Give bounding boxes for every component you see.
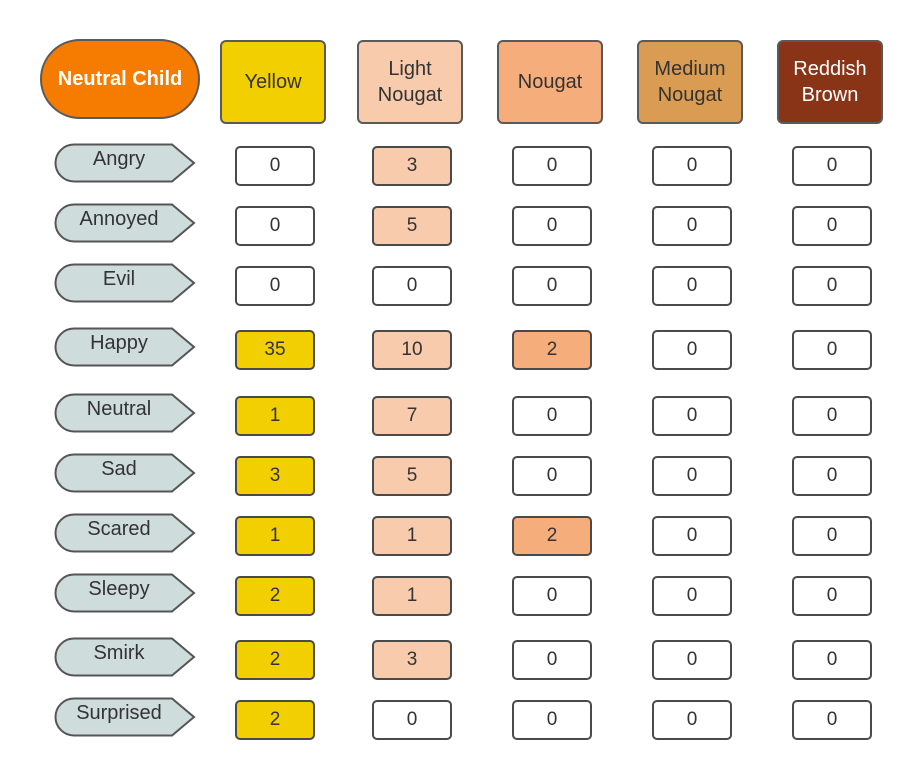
value-cell: 0 [792, 206, 872, 246]
value-cell: 0 [792, 640, 872, 680]
value-cell: 5 [372, 456, 452, 496]
value-cell: 7 [372, 396, 452, 436]
value-cell: 2 [512, 330, 592, 370]
value-cell: 0 [792, 396, 872, 436]
column-header-yellow: Yellow [220, 40, 326, 124]
row-tag-evil: Evil [54, 263, 196, 303]
value-cell: 0 [792, 266, 872, 306]
column-header-light-nougat: Light Nougat [357, 40, 463, 124]
value-cell: 0 [372, 700, 452, 740]
value-cell: 1 [235, 396, 315, 436]
column-header-medium-nougat: Medium Nougat [637, 40, 743, 124]
value-cell: 0 [652, 330, 732, 370]
row-tag-angry: Angry [54, 143, 196, 183]
tag-shape [54, 513, 196, 553]
row-label: Scared [87, 517, 151, 540]
row-tag-annoyed: Annoyed [54, 203, 196, 243]
value-cell: 0 [652, 576, 732, 616]
value-cell: 0 [512, 700, 592, 740]
value-cell: 1 [372, 516, 452, 556]
value-cell: 2 [512, 516, 592, 556]
row-label: Sad [101, 457, 137, 480]
row-label: Surprised [76, 701, 162, 724]
value-cell: 0 [512, 206, 592, 246]
value-cell: 0 [792, 146, 872, 186]
row-tag-sad: Sad [54, 453, 196, 493]
row-tag-scared: Scared [54, 513, 196, 553]
row-tag-surprised: Surprised [54, 697, 196, 737]
tag-shape [54, 327, 196, 367]
value-cell: 0 [792, 576, 872, 616]
value-cell: 0 [792, 700, 872, 740]
row-label: Smirk [93, 641, 145, 664]
tag-shape [54, 637, 196, 677]
tag-shape [54, 393, 196, 433]
value-cell: 0 [512, 576, 592, 616]
value-cell: 2 [235, 576, 315, 616]
tag-shape [54, 263, 196, 303]
value-cell: 0 [652, 456, 732, 496]
row-tag-happy: Happy [54, 327, 196, 367]
value-cell: 0 [512, 266, 592, 306]
row-tag-smirk: Smirk [54, 637, 196, 677]
value-cell: 3 [372, 146, 452, 186]
value-cell: 0 [512, 640, 592, 680]
value-cell: 3 [235, 456, 315, 496]
tag-shape [54, 573, 196, 613]
column-header-nougat: Nougat [497, 40, 603, 124]
value-cell: 0 [235, 146, 315, 186]
value-cell: 5 [372, 206, 452, 246]
value-cell: 0 [372, 266, 452, 306]
value-cell: 2 [235, 640, 315, 680]
row-label: Annoyed [79, 207, 159, 230]
value-cell: 0 [652, 206, 732, 246]
value-cell: 0 [652, 640, 732, 680]
value-cell: 0 [792, 330, 872, 370]
value-cell: 0 [512, 146, 592, 186]
value-cell: 0 [792, 456, 872, 496]
value-cell: 0 [792, 516, 872, 556]
row-label: Angry [92, 147, 146, 170]
tag-shape [54, 143, 196, 183]
value-cell: 10 [372, 330, 452, 370]
row-label: Neutral [86, 397, 152, 420]
row-tag-sleepy: Sleepy [54, 573, 196, 613]
row-label: Sleepy [88, 577, 150, 600]
value-cell: 0 [512, 396, 592, 436]
value-cell: 0 [512, 456, 592, 496]
value-cell: 1 [235, 516, 315, 556]
row-label: Happy [90, 331, 148, 354]
value-cell: 1 [372, 576, 452, 616]
value-cell: 0 [235, 266, 315, 306]
column-header-reddish-brown: Reddish Brown [777, 40, 883, 124]
value-cell: 35 [235, 330, 315, 370]
value-cell: 0 [652, 396, 732, 436]
value-cell: 0 [652, 700, 732, 740]
value-cell: 3 [372, 640, 452, 680]
value-cell: 0 [652, 516, 732, 556]
tag-shape [54, 453, 196, 493]
row-tag-neutral: Neutral [54, 393, 196, 433]
row-label: Evil [102, 267, 136, 290]
value-cell: 0 [652, 146, 732, 186]
title-pill: Neutral Child [40, 39, 200, 119]
value-cell: 0 [652, 266, 732, 306]
tag-shape [54, 203, 196, 243]
value-cell: 2 [235, 700, 315, 740]
tag-shape [54, 697, 196, 737]
value-cell: 0 [235, 206, 315, 246]
